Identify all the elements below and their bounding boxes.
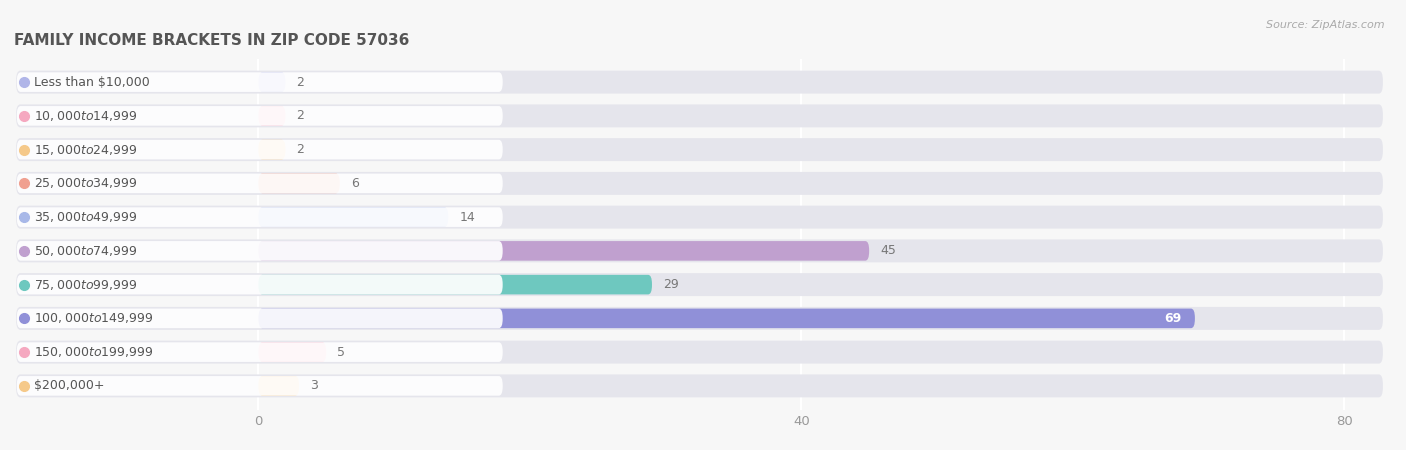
- FancyBboxPatch shape: [17, 241, 503, 261]
- Text: $100,000 to $149,999: $100,000 to $149,999: [34, 311, 153, 325]
- FancyBboxPatch shape: [15, 374, 1384, 397]
- FancyBboxPatch shape: [259, 140, 285, 159]
- Text: $10,000 to $14,999: $10,000 to $14,999: [34, 109, 138, 123]
- Text: 45: 45: [880, 244, 896, 257]
- FancyBboxPatch shape: [15, 273, 1384, 296]
- Text: Source: ZipAtlas.com: Source: ZipAtlas.com: [1267, 20, 1385, 30]
- FancyBboxPatch shape: [15, 341, 1384, 364]
- FancyBboxPatch shape: [17, 72, 503, 92]
- FancyBboxPatch shape: [259, 309, 1195, 328]
- FancyBboxPatch shape: [259, 275, 652, 294]
- FancyBboxPatch shape: [15, 104, 1384, 127]
- Text: 3: 3: [309, 379, 318, 392]
- FancyBboxPatch shape: [259, 72, 285, 92]
- Text: 69: 69: [1164, 312, 1181, 325]
- Text: $15,000 to $24,999: $15,000 to $24,999: [34, 143, 138, 157]
- Text: 14: 14: [460, 211, 475, 224]
- FancyBboxPatch shape: [15, 206, 1384, 229]
- FancyBboxPatch shape: [259, 241, 869, 261]
- Text: 2: 2: [297, 76, 304, 89]
- Text: $25,000 to $34,999: $25,000 to $34,999: [34, 176, 138, 190]
- Text: 29: 29: [662, 278, 679, 291]
- FancyBboxPatch shape: [17, 309, 503, 328]
- FancyBboxPatch shape: [17, 376, 503, 396]
- Text: $150,000 to $199,999: $150,000 to $199,999: [34, 345, 153, 359]
- FancyBboxPatch shape: [259, 376, 299, 396]
- Text: $200,000+: $200,000+: [34, 379, 105, 392]
- FancyBboxPatch shape: [17, 275, 503, 294]
- FancyBboxPatch shape: [259, 207, 449, 227]
- FancyBboxPatch shape: [15, 172, 1384, 195]
- Text: 2: 2: [297, 109, 304, 122]
- FancyBboxPatch shape: [17, 140, 503, 159]
- Text: $50,000 to $74,999: $50,000 to $74,999: [34, 244, 138, 258]
- Text: Less than $10,000: Less than $10,000: [34, 76, 150, 89]
- FancyBboxPatch shape: [15, 239, 1384, 262]
- Text: FAMILY INCOME BRACKETS IN ZIP CODE 57036: FAMILY INCOME BRACKETS IN ZIP CODE 57036: [14, 32, 409, 48]
- FancyBboxPatch shape: [17, 342, 503, 362]
- FancyBboxPatch shape: [15, 307, 1384, 330]
- Text: 2: 2: [297, 143, 304, 156]
- FancyBboxPatch shape: [15, 138, 1384, 161]
- FancyBboxPatch shape: [259, 174, 340, 193]
- Text: 6: 6: [350, 177, 359, 190]
- FancyBboxPatch shape: [17, 106, 503, 126]
- Text: 5: 5: [337, 346, 344, 359]
- FancyBboxPatch shape: [15, 71, 1384, 94]
- FancyBboxPatch shape: [259, 106, 285, 126]
- FancyBboxPatch shape: [17, 207, 503, 227]
- Text: $75,000 to $99,999: $75,000 to $99,999: [34, 278, 138, 292]
- FancyBboxPatch shape: [17, 174, 503, 193]
- FancyBboxPatch shape: [259, 342, 326, 362]
- Text: $35,000 to $49,999: $35,000 to $49,999: [34, 210, 138, 224]
